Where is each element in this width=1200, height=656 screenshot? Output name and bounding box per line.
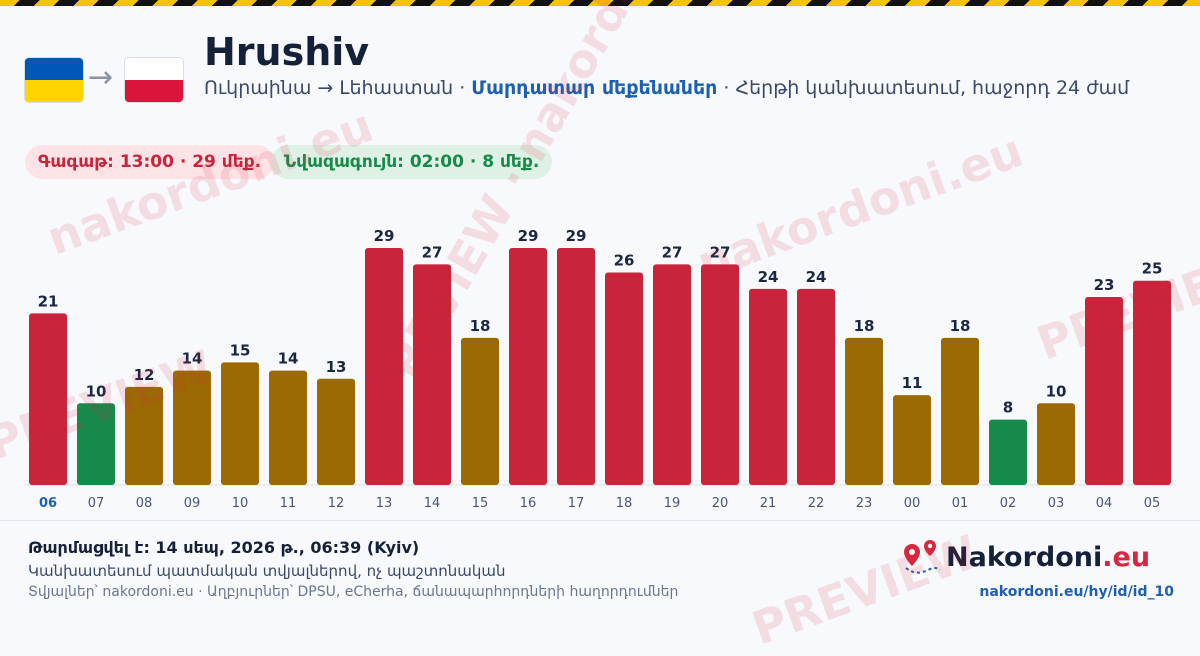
bar-13 [365,248,403,485]
brand-tld: .eu [1102,542,1151,573]
bar-23 [845,337,883,485]
separator: · [453,77,472,99]
bar-08 [125,386,163,485]
page-title: Hrushiv [204,30,370,74]
bar-value-label: 27 [662,243,683,261]
bar-value-label: 8 [1003,399,1013,417]
bar-value-label: 21 [38,292,59,310]
bar-14 [413,264,451,485]
brand-name: Nakordoni.eu [946,542,1150,573]
bar-value-label: 14 [278,350,299,368]
x-tick-label: 08 [136,496,153,511]
ukraine-flag-icon [25,58,83,102]
page-subtitle: Ուկրաինա → Լեհաստան · Մարդատար մեքենաներ… [204,76,1164,101]
bar-value-label: 24 [806,268,827,286]
bar-03 [1037,403,1075,485]
bar-17 [557,248,595,485]
x-tick-label: 23 [856,496,873,511]
bar-16 [509,248,547,485]
bar-value-label: 11 [902,374,923,392]
x-tick-label: 10 [232,496,249,511]
x-tick-label: 06 [39,496,57,511]
bar-value-label: 29 [518,227,539,245]
bar-value-label: 23 [1094,276,1115,294]
bar-value-label: 29 [566,227,587,245]
x-tick-label: 21 [760,496,777,511]
x-tick-label: 09 [184,496,201,511]
bar-07 [77,403,115,485]
bar-value-label: 15 [230,341,251,359]
bar-value-label: 14 [182,350,203,368]
bar-22 [797,288,835,485]
sources-text: Տվյալներ՝ nakordoni.eu · Աղբյուրներ՝ DPS… [28,584,679,600]
x-tick-label: 19 [664,496,681,511]
forecast-text: Հերթի կանխատեսում, հաջորդ 24 ժամ [735,77,1130,99]
page-link[interactable]: nakordoni.eu/hy/id/id_10 [979,584,1174,600]
updated-timestamp: Թարմացվել է: 14 սեպ, 2026 թ., 06:39 (Kyi… [28,538,420,557]
bar-19 [653,264,691,485]
low-badge: Նվազագույն: 02:00 · 8 մեք. [271,145,553,179]
bar-value-label: 27 [710,243,731,261]
bar-value-label: 12 [134,366,155,384]
forecast-note: Կանխատեսում պատմական տվյալներով, ոչ պաշտ… [28,562,506,580]
poland-flag-icon [125,58,183,102]
x-tick-label: 20 [712,496,729,511]
bar-02 [989,419,1027,485]
bar-value-label: 18 [470,317,491,335]
bar-value-label: 10 [1046,382,1067,400]
bar-value-label: 25 [1142,260,1163,278]
x-tick-label: 17 [568,496,585,511]
route-text: Ուկրաինա → Լեհաստան [204,77,454,99]
brand-name-text: Nakordoni [946,542,1103,573]
bar-value-label: 13 [326,358,347,376]
bar-value-label: 27 [422,243,443,261]
x-tick-label: 02 [1000,496,1017,511]
bar-value-label: 29 [374,227,395,245]
x-tick-label: 22 [808,496,825,511]
bar-10 [221,362,259,485]
x-tick-label: 07 [88,496,105,511]
bar-18 [605,272,643,485]
map-pin-icon [904,540,941,574]
x-tick-label: 16 [520,496,537,511]
bar-15 [461,337,499,485]
bar-01 [941,337,979,485]
bar-value-label: 24 [758,268,779,286]
x-tick-label: 03 [1048,496,1065,511]
queue-forecast-chart: 21 06 10 07 12 08 14 09 15 10 14 11 13 12 29 13 27 14 18 15… [24,227,1176,511]
x-tick-label: 04 [1096,496,1113,511]
bar-12 [317,378,355,485]
separator: · [717,77,736,99]
x-tick-label: 05 [1144,496,1161,511]
vehicle-mode: Մարդատար մեքենաներ [471,77,718,99]
x-tick-label: 11 [280,496,297,511]
bar-04 [1085,297,1123,485]
bar-05 [1133,280,1171,485]
x-tick-label: 14 [424,496,441,511]
arrow-right-icon: → [88,60,114,95]
bar-09 [173,370,211,485]
bar-21 [749,288,787,485]
bar-00 [893,395,931,485]
bar-value-label: 10 [86,382,107,400]
bar-value-label: 18 [854,317,875,335]
x-tick-label: 12 [328,496,345,511]
bar-06 [29,313,67,485]
bar-value-label: 18 [950,317,971,335]
x-tick-label: 15 [472,496,489,511]
peak-badge: Գագաթ: 13:00 · 29 մեք. [25,145,275,179]
x-tick-label: 13 [376,496,393,511]
bar-20 [701,264,739,485]
x-tick-label: 00 [904,496,921,511]
x-tick-label: 18 [616,496,633,511]
footer-divider [0,520,1200,521]
hazard-stripe [0,0,1200,6]
x-tick-label: 01 [952,496,969,511]
bar-11 [269,370,307,485]
bar-value-label: 26 [614,252,635,270]
